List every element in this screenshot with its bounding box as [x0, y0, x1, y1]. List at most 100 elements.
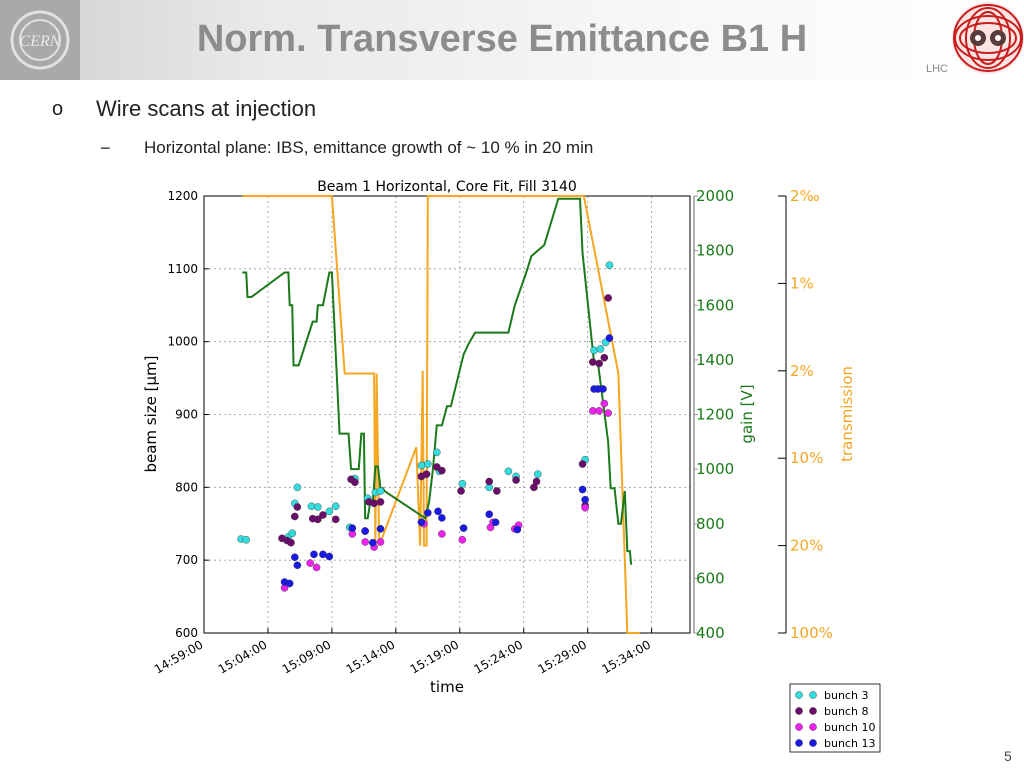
bunch-8-point	[588, 358, 597, 366]
bunch-8-point	[532, 477, 541, 486]
plot-frame	[203, 195, 691, 634]
bunch-3-point	[590, 346, 598, 355]
bunch-3-point	[376, 487, 385, 495]
bunch-13-point	[310, 550, 318, 559]
bunch-3-point	[331, 502, 340, 511]
bunch-13-point	[369, 538, 377, 547]
bunch-8-point	[319, 511, 327, 519]
gain-tick-label: 2000	[696, 187, 734, 205]
bunch-3-point	[293, 483, 302, 492]
y-axis-ticks: 600 700 800 900 1000 1100 1200	[167, 189, 209, 640]
bunch-10-point	[588, 407, 597, 415]
bunch-3-point	[314, 503, 322, 511]
bunch-8-point	[291, 512, 299, 521]
gain-axis-label: gain [V]	[738, 384, 756, 443]
x-tick-label: 14:59:00	[152, 637, 206, 676]
gain-tick-label: 600	[696, 569, 725, 587]
bunch-10-point	[376, 538, 385, 546]
bunch-13-point	[293, 561, 302, 570]
gain-tick-label: 1600	[696, 296, 734, 314]
transmission-tick-label: 2%	[790, 362, 814, 380]
bunch-8-point	[370, 499, 378, 508]
gain-tick-label: 1400	[696, 351, 734, 369]
legend-marker-bunch-13	[809, 739, 817, 747]
bunch-3-point	[432, 448, 441, 457]
legend-marker-bunch-8	[795, 707, 803, 715]
gain-tick-label: 1200	[696, 406, 734, 424]
transmission-axis-ticks: 100% 20% 10% 2% 1% 2‰	[778, 187, 833, 642]
bunch-13-point	[325, 552, 334, 561]
bunch-13-point	[513, 525, 522, 534]
bunch-8-point	[578, 460, 587, 468]
y-tick-label: 1100	[167, 262, 198, 276]
header-band	[0, 0, 1024, 80]
bunch-13-point	[599, 385, 607, 393]
bunch-13-point	[424, 509, 432, 517]
bunch-13-point	[491, 518, 500, 527]
bunch-13-point	[376, 525, 385, 533]
bunch-3-point	[242, 535, 251, 544]
bunch-8-point	[331, 515, 340, 524]
legend-label-bunch-10: bunch 10	[824, 721, 875, 734]
bunch-8-point	[604, 294, 612, 302]
y-tick-label: 900	[175, 408, 198, 422]
transmission-line	[242, 195, 641, 634]
bunch-10-point	[361, 538, 369, 546]
bunch-10-point	[438, 530, 446, 538]
y-axis-label: beam size [μm]	[142, 355, 160, 472]
y-tick-label: 1000	[167, 335, 198, 349]
bunch-10-point	[312, 563, 321, 572]
bunch-13-point	[581, 495, 589, 504]
bunch-3-point	[325, 507, 334, 516]
bunch-3-point	[288, 529, 297, 538]
bunch-8-point	[493, 487, 501, 495]
gain-axis-ticks: 400 600 800 1000 1200 1400 1600 1800 2000	[694, 187, 734, 642]
gain-tick-label: 1800	[696, 242, 734, 260]
transmission-tick-label: 10%	[790, 449, 823, 467]
x-tick-label: 15:09:00	[280, 637, 334, 676]
y-tick-label: 1200	[167, 189, 198, 203]
chart-title: Beam 1 Horizontal, Core Fit, Fill 3140	[317, 179, 577, 195]
bunch-13-point	[605, 334, 614, 342]
bunch-8-point	[351, 478, 359, 487]
bunch-13-point	[578, 485, 587, 494]
bunch-8-point	[422, 470, 431, 479]
lhc-logo	[952, 2, 1024, 74]
bunch-10-point	[595, 407, 603, 415]
bunch-13-point	[485, 510, 494, 519]
legend-marker-bunch-8	[809, 707, 817, 715]
bunch-3-point	[596, 345, 605, 353]
lhc-label: LHC	[926, 63, 949, 75]
slide-title: Norm. Transverse Emittance B1 H	[196, 18, 808, 60]
transmission-tick-label: 100%	[790, 624, 833, 642]
y-tick-label: 700	[175, 553, 198, 567]
bunch-8-point	[293, 503, 302, 511]
x-tick-label: 15:34:00	[599, 637, 653, 676]
transmission-tick-label: 20%	[790, 537, 823, 555]
x-axis-label: time	[430, 678, 464, 696]
bunch-8-point	[438, 466, 446, 475]
bunch-8-point	[485, 477, 494, 486]
bunch-8-point	[512, 476, 520, 484]
lhc-beam-right	[995, 35, 1001, 41]
cern-logo: CERN	[0, 0, 80, 80]
cern-logo-inner-ring	[19, 19, 61, 61]
bunch-3-point	[534, 470, 542, 479]
legend-box	[789, 683, 881, 753]
gain-tick-label: 400	[696, 624, 725, 642]
page-number: 5	[1004, 748, 1012, 764]
x-tick-label: 15:29:00	[536, 637, 590, 676]
y-tick-label: 600	[175, 626, 198, 640]
legend-label-bunch-13: bunch 13	[824, 737, 875, 750]
legend-label-bunch-8: bunch 8	[824, 705, 868, 718]
bunch-8-point	[314, 515, 322, 524]
bunch-13-point	[434, 507, 442, 516]
bullet-marker: o	[52, 98, 64, 120]
legend-marker-bunch-13	[795, 739, 803, 747]
bunch-10-point	[581, 503, 589, 512]
lhc-beam-left	[975, 35, 981, 41]
bunch-10-point	[306, 559, 314, 567]
cern-logo-ring	[10, 10, 70, 70]
x-tick-label: 15:19:00	[408, 637, 462, 676]
grid	[204, 196, 690, 633]
